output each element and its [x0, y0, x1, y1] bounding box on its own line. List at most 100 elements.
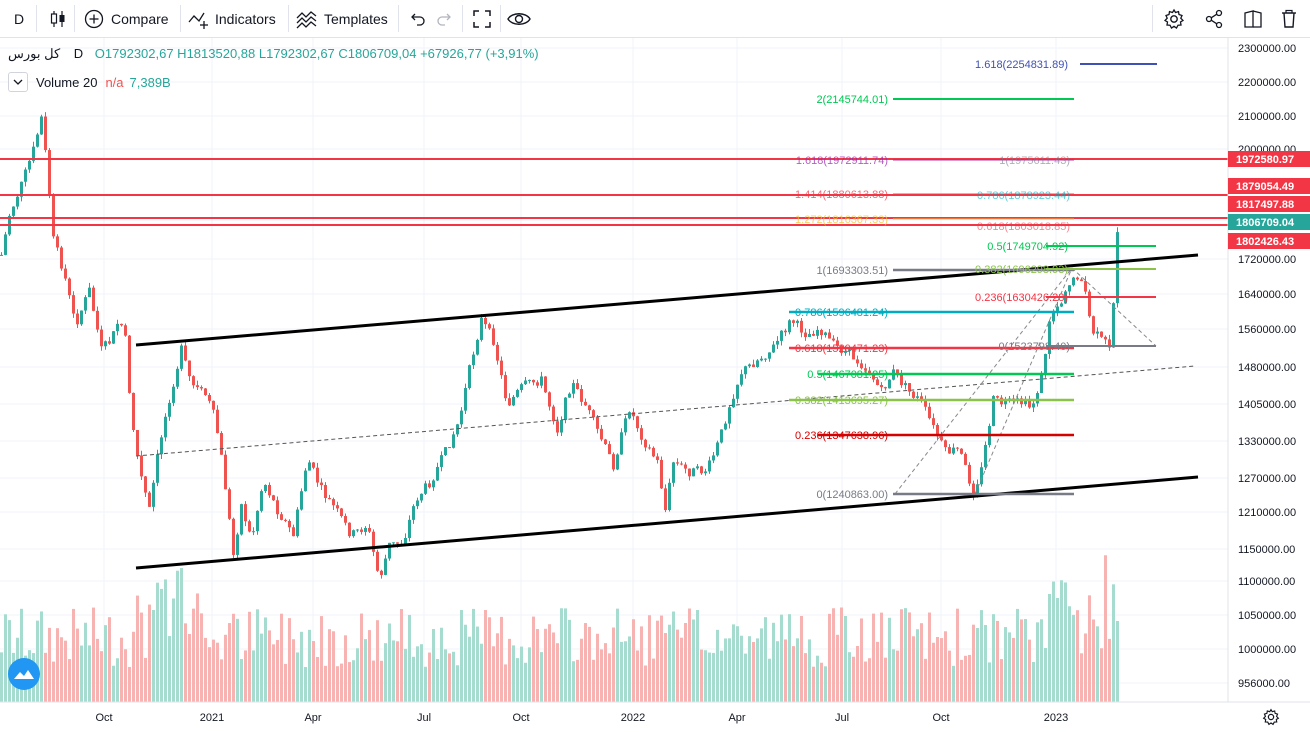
- candle-body: [412, 506, 415, 520]
- volume-bar: [132, 631, 135, 702]
- volume-bar: [1100, 648, 1103, 702]
- candle-body: [680, 463, 683, 465]
- volume-bar: [1060, 580, 1063, 702]
- settings-gear-icon: [1163, 8, 1185, 29]
- volume-bar: [720, 650, 723, 702]
- volume-bar: [636, 650, 639, 702]
- interval-button[interactable]: D: [14, 0, 24, 37]
- volume-bar: [100, 651, 103, 702]
- candle-body: [760, 358, 763, 361]
- candle-body: [1104, 336, 1107, 340]
- volume-bar: [188, 634, 191, 702]
- candle-body: [800, 320, 803, 333]
- candle-body: [404, 537, 407, 545]
- volume-bar: [440, 627, 443, 702]
- candle-body: [808, 333, 811, 338]
- volume-bar: [196, 593, 199, 702]
- fib-ext-label: 0.382(1696298.93): [975, 264, 1068, 276]
- volume-bar: [1084, 633, 1087, 702]
- time-tick-label: Jul: [417, 712, 431, 724]
- axis-settings-button[interactable]: [1262, 708, 1280, 731]
- volume-bar: [56, 628, 59, 702]
- volume-bar: [408, 614, 411, 702]
- templates-button[interactable]: Templates: [296, 0, 388, 37]
- volume-bar: [712, 652, 715, 702]
- publish-idea-button[interactable]: [1243, 0, 1263, 37]
- share-button[interactable]: [1204, 0, 1224, 37]
- symbol-interval: D: [73, 46, 84, 61]
- candle-body: [496, 344, 499, 361]
- chart-style-button[interactable]: [48, 0, 68, 37]
- price-tick-label: 1405000.00: [1238, 399, 1296, 411]
- candle-body: [640, 428, 643, 440]
- candle-body: [368, 527, 371, 532]
- volume-bar: [508, 638, 511, 702]
- volume-bar: [708, 652, 711, 702]
- logo-icon: [14, 670, 34, 679]
- volume-bar: [836, 634, 839, 702]
- volume-bar: [76, 628, 79, 702]
- volume-bar: [404, 648, 407, 702]
- price-axis-bg: [1228, 38, 1310, 702]
- volume-bar: [436, 658, 439, 702]
- redo-button[interactable]: [436, 0, 454, 37]
- undo-button[interactable]: [408, 0, 426, 37]
- candle-body: [560, 420, 563, 433]
- candle-body: [1080, 279, 1083, 282]
- volume-bar: [1104, 555, 1107, 702]
- volume-bar: [892, 649, 895, 702]
- symbol-name[interactable]: کل بورس: [8, 46, 61, 61]
- trash-icon: [1282, 9, 1296, 28]
- candle-body: [932, 418, 935, 425]
- hide-drawings-button[interactable]: [507, 0, 531, 37]
- plus-circle-icon: [84, 9, 104, 28]
- volume-bar: [1036, 622, 1039, 702]
- volume-bar: [92, 607, 95, 702]
- candle-body: [396, 542, 399, 544]
- volume-bar: [452, 651, 455, 702]
- candle-body: [240, 504, 243, 535]
- candle-body: [312, 462, 315, 468]
- fullscreen-button[interactable]: [472, 0, 492, 37]
- price-tick-label: 1150000.00: [1238, 544, 1295, 556]
- tradingview-logo[interactable]: [8, 658, 40, 690]
- candle-body: [4, 234, 7, 255]
- volume-legend: Volume 20 n/a 7,389B: [8, 72, 171, 92]
- volume-bar: [748, 636, 751, 702]
- volume-bar: [592, 659, 595, 702]
- settings-button[interactable]: [1163, 0, 1185, 37]
- candle-body: [660, 459, 663, 489]
- collapse-legend-button[interactable]: [8, 72, 28, 92]
- time-tick-label: Jul: [835, 712, 849, 724]
- fib-ext-label: 1.618(1972911.74): [796, 155, 888, 167]
- volume-label: Volume 20: [36, 74, 98, 90]
- volume-bar: [464, 624, 467, 702]
- candle-body: [1028, 400, 1031, 408]
- volume-bar: [676, 629, 679, 702]
- candle-body: [976, 484, 979, 497]
- volume-bar: [256, 609, 259, 702]
- candle-body: [896, 369, 899, 375]
- candle-body: [124, 325, 127, 336]
- price-tick-label: 1050000.00: [1238, 610, 1296, 622]
- volume-bar: [752, 641, 755, 702]
- volume-bar: [304, 666, 307, 702]
- volume-bar: [368, 630, 371, 702]
- candle-body: [264, 484, 267, 492]
- volume-bar: [624, 641, 627, 702]
- volume-bar: [660, 615, 663, 702]
- delete-button[interactable]: [1280, 0, 1298, 37]
- volume-bar: [612, 627, 615, 702]
- candle-body: [100, 329, 103, 347]
- candle-body: [332, 499, 335, 506]
- price-chart[interactable]: 1(1693303.51) 0.786(1596481.24) 0.618(1520…: [0, 38, 1310, 732]
- candle-body: [416, 500, 419, 507]
- fullscreen-icon: [473, 9, 491, 28]
- candle-body: [596, 417, 599, 429]
- volume-bar: [820, 662, 823, 702]
- indicators-button[interactable]: Indicators: [188, 0, 276, 37]
- compare-button[interactable]: Compare: [84, 0, 169, 37]
- volume-bar: [580, 638, 583, 702]
- candle-body: [272, 495, 275, 501]
- candle-body: [972, 483, 975, 497]
